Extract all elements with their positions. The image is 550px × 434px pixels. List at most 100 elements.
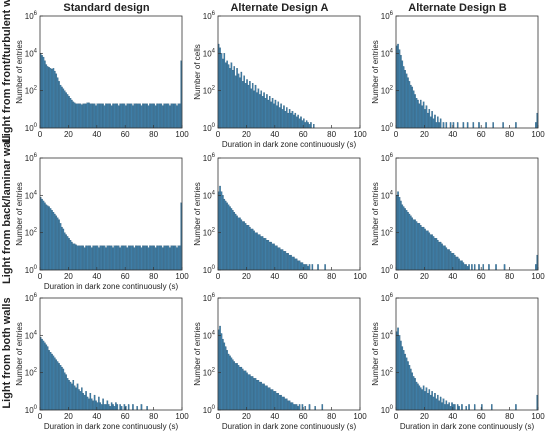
histogram-bar	[412, 90, 415, 129]
x-tick-label: 40	[448, 412, 457, 421]
histogram-bar	[236, 68, 238, 129]
histogram-bar	[449, 251, 452, 271]
x-tick-label: 80	[149, 412, 158, 421]
histogram-bar	[400, 55, 402, 129]
histogram-bar	[78, 245, 80, 271]
histogram-bar	[55, 215, 58, 271]
x-axis-label: Duration in dark zone continuously (s)	[400, 422, 535, 431]
histogram-bar	[251, 83, 254, 129]
histogram-bar	[278, 394, 281, 411]
histogram-bar	[226, 350, 228, 411]
histogram-bar	[160, 245, 163, 271]
histogram-bar	[304, 406, 307, 411]
panel-r2-c0: 0 20 40 60 80 100 100 102 104 106 Number of entrie…	[15, 293, 189, 431]
histogram-bar	[137, 103, 140, 129]
histogram-bar	[237, 217, 240, 271]
histogram-bar	[284, 251, 287, 271]
histogram-bar	[428, 389, 431, 411]
histogram-bar	[156, 103, 158, 129]
histogram-bar	[105, 103, 107, 129]
x-tick-label: 100	[531, 272, 545, 281]
y-tick-label: 100	[381, 123, 394, 133]
histogram-bar	[267, 99, 270, 129]
histogram-bar	[55, 359, 58, 411]
histogram-bar	[58, 363, 60, 411]
histogram-bar	[105, 404, 107, 411]
histogram-bar	[257, 88, 260, 129]
y-tick-label: 100	[203, 405, 216, 415]
x-tick-label: 60	[121, 412, 130, 421]
histogram-bar	[136, 103, 138, 129]
x-tick-label: 20	[420, 272, 429, 281]
histogram-bar	[236, 363, 238, 411]
x-tick-label: 60	[121, 272, 130, 281]
histogram-bar	[234, 213, 237, 271]
y-axis-label: Number of entries	[371, 40, 380, 104]
histogram-bar	[442, 398, 445, 411]
histogram-bar	[324, 264, 326, 271]
histogram-bar	[397, 43, 399, 129]
histogram-bar	[449, 406, 452, 411]
histogram-bar	[273, 103, 275, 129]
histogram-bar	[127, 245, 130, 271]
histogram-bar	[176, 247, 178, 271]
histogram-bar	[81, 104, 83, 129]
histogram-bar	[166, 103, 168, 129]
histogram-bar	[146, 245, 148, 271]
x-tick-label: 100	[353, 130, 367, 139]
x-tick-label: 100	[353, 272, 367, 281]
histogram-bar	[408, 365, 411, 411]
histogram-bar	[237, 73, 240, 129]
histogram-bar	[404, 353, 406, 411]
histogram-bar	[156, 245, 158, 271]
y-tick-label: 104	[203, 48, 216, 58]
histogram-bar	[250, 376, 253, 411]
histogram-bar	[232, 210, 234, 271]
histogram-bar	[420, 225, 422, 271]
histogram-bar	[253, 378, 255, 411]
histogram-bar	[65, 234, 67, 271]
histogram-bar	[90, 103, 93, 129]
histogram-bar	[271, 389, 274, 411]
histogram-bar	[412, 219, 415, 271]
histogram-bar	[68, 96, 70, 129]
histogram-bar	[281, 396, 284, 411]
histogram-bar	[143, 103, 146, 129]
histogram-bar	[75, 244, 77, 271]
histogram-bar	[274, 99, 277, 129]
histogram-bar	[280, 394, 282, 411]
histogram-bar	[246, 225, 248, 271]
histogram-bar	[143, 245, 146, 271]
histogram-bar	[45, 64, 48, 129]
histogram-bar	[90, 398, 93, 411]
histogram-bar	[446, 249, 449, 271]
y-tick-label: 106	[381, 11, 394, 21]
histogram-bar	[431, 234, 433, 271]
histogram-bar	[294, 258, 297, 271]
histogram-bar	[61, 86, 63, 129]
histogram-bar	[445, 247, 448, 271]
y-axis-label: Number of entries	[371, 322, 380, 386]
histogram-bar	[439, 241, 442, 271]
column-title-standard: Standard design	[63, 2, 150, 14]
panel-r1-c1: 0 20 40 60 80 100 100 102 104 106 Number of entrie…	[193, 153, 367, 281]
histogram-bar	[244, 223, 247, 271]
histogram-bar	[135, 245, 137, 271]
histogram-bar	[115, 103, 117, 129]
histogram-bar	[397, 191, 399, 271]
histogram-bar	[89, 103, 92, 129]
histogram-bar	[253, 230, 255, 271]
histogram-bar	[96, 245, 99, 271]
histogram-bar	[414, 219, 416, 271]
histogram-bar	[251, 376, 254, 411]
histogram-bar	[81, 245, 83, 271]
y-tick-label: 104	[381, 330, 394, 340]
x-tick-label: 80	[505, 130, 514, 139]
histogram-bar	[71, 383, 73, 411]
histogram-bar	[482, 264, 485, 271]
histogram-bar	[82, 245, 84, 271]
y-tick-label: 100	[203, 123, 216, 133]
histogram-bar	[125, 105, 127, 129]
histogram-bar	[417, 223, 419, 271]
histogram-bar	[503, 264, 506, 271]
